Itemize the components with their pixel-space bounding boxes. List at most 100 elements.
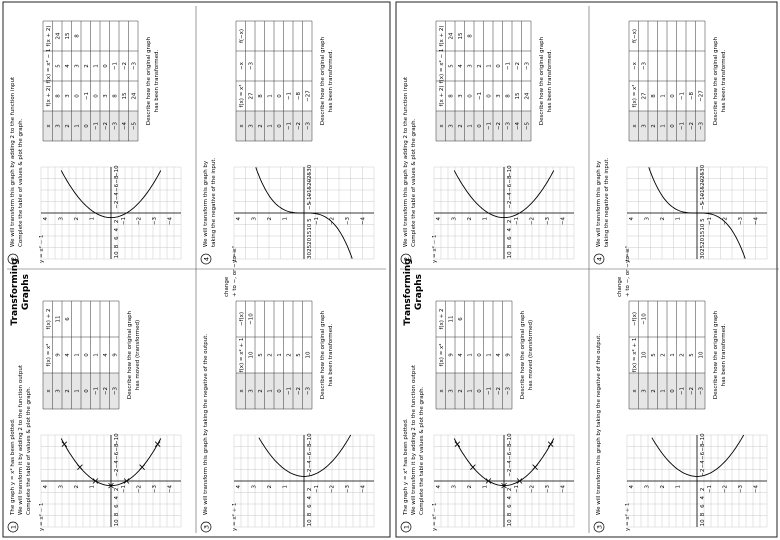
table-header: f(x) + 2 <box>46 308 52 329</box>
y-tick-label: −2 <box>507 201 513 209</box>
problem-number-circle <box>7 521 19 533</box>
function-label: y = x² − 1 <box>38 235 45 263</box>
table-cell: −5 <box>132 121 138 130</box>
y-tick-label: 2 <box>700 488 706 492</box>
y-tick-label: −4 <box>114 460 120 469</box>
table-cell: −27 <box>699 90 705 102</box>
y-tick-label: −10 <box>307 433 313 445</box>
table-cell: 10 <box>642 351 648 358</box>
x-tick-label: 2 <box>467 217 473 221</box>
y-tick-label: −20 <box>700 178 706 190</box>
describe-prompt: Describe how the original graph <box>146 36 152 125</box>
table-cell: −5 <box>525 121 531 130</box>
problem-number: 4 <box>203 257 211 261</box>
note-change: change <box>617 276 623 297</box>
y-tick-label: 25 <box>307 244 313 251</box>
table-cell: −1 <box>680 387 686 395</box>
function-label: y = x³ <box>231 246 238 263</box>
y-tick-label: 10 <box>700 519 706 526</box>
problem-3: 3 We will transform this graph by taking … <box>593 249 768 533</box>
table-cell: −1 <box>487 387 493 395</box>
table-cell: −2 <box>296 387 302 395</box>
table-cell: 3 <box>468 64 474 68</box>
table-cell: 0 <box>94 94 100 98</box>
problem-number: 4 <box>596 257 604 261</box>
y-tick-label: 8 <box>114 512 120 516</box>
y-tick-label: 4 <box>114 227 120 231</box>
y-tick-label: −15 <box>307 185 313 197</box>
y-tick-label: 6 <box>507 504 513 508</box>
x-tick-label: −3 <box>345 217 351 226</box>
table-cell: −1 <box>94 122 100 130</box>
x-tick-label: 1 <box>483 217 489 221</box>
y-tick-label: 6 <box>114 504 120 508</box>
table-cell: −2 <box>515 62 521 70</box>
y-tick-label: −6 <box>114 451 120 460</box>
function-curve <box>258 434 352 477</box>
table-cell: −8 <box>296 91 302 100</box>
table-cell: 9 <box>113 353 119 357</box>
function-curve <box>255 167 353 259</box>
table-cell: 10 <box>699 351 705 358</box>
table-cell: 2 <box>268 353 274 357</box>
describe-prompt: has been transformed. <box>721 49 727 112</box>
y-tick-label: −10 <box>114 165 120 177</box>
table-cell: 8 <box>56 94 62 98</box>
plotted-point <box>154 441 161 447</box>
table-cell: 3 <box>642 389 648 393</box>
table-cell: −3 <box>249 61 255 70</box>
y-tick-label: −8 <box>700 443 706 452</box>
worksheet-copy-1: Transforming Graphs 1 The graph y = x² has … <box>7 6 386 533</box>
table-cell: 8 <box>468 34 474 38</box>
instruction-line: We will transform this graph by <box>203 160 209 247</box>
table-cell: 3 <box>75 64 81 68</box>
y-tick-label: −4 <box>507 460 513 469</box>
problem-4: 4 We will transform this graph by taking t… <box>200 20 375 265</box>
table-cell: 0 <box>670 94 676 98</box>
table-cell: 6 <box>65 317 71 321</box>
table-cell: 4 <box>103 353 109 357</box>
note-change: change <box>224 276 230 297</box>
y-tick-label: 4 <box>507 495 513 499</box>
x-tick-label: 4 <box>436 217 442 221</box>
table-header: x <box>439 124 445 128</box>
y-tick-label: −2 <box>114 201 120 209</box>
table-header: −x <box>632 61 638 70</box>
x-tick-label: 3 <box>452 485 458 489</box>
table-cell: −3 <box>306 386 312 395</box>
table-cell: −2 <box>103 387 109 395</box>
y-tick-label: −2 <box>307 469 313 477</box>
y-tick-label: −8 <box>507 175 513 184</box>
describe-prompt: Describe how the original graph <box>539 36 545 125</box>
table-cell: 1 <box>75 389 81 393</box>
y-tick-label: 4 <box>507 227 513 231</box>
table-cell: 0 <box>670 389 676 393</box>
y-tick-label: 6 <box>507 236 513 240</box>
plotted-point <box>532 464 538 470</box>
table-cell: −1 <box>113 62 119 70</box>
plotted-point <box>516 478 523 484</box>
x-tick-label: −1 <box>314 217 320 225</box>
y-tick-label: 30 <box>307 251 313 258</box>
instruction-line: We will transform this graph by adding 2… <box>10 76 16 247</box>
describe-prompt: has been transformed. <box>328 323 334 386</box>
table-cell: 8 <box>506 94 512 98</box>
instruction-line: taking the negative of the input. <box>604 157 610 247</box>
y-tick-label: 10 <box>114 519 120 526</box>
y-tick-label: 20 <box>307 237 313 244</box>
table-cell: 0 <box>103 64 109 68</box>
y-tick-label: −4 <box>114 192 120 201</box>
table-cell: 2 <box>258 124 264 128</box>
table-header: f(x) = x² + 1 <box>238 338 245 373</box>
x-tick-label: −2 <box>722 217 728 225</box>
table-cell: 24 <box>132 92 138 99</box>
y-tick-label: 10 <box>507 251 513 258</box>
table-cell: 4 <box>496 353 502 357</box>
x-tick-label: 2 <box>74 217 80 221</box>
table-cell: 2 <box>458 124 464 128</box>
function-label: y = x² − 1 <box>431 503 438 531</box>
table-cell: 5 <box>449 64 455 68</box>
problem-number-circle <box>7 253 19 265</box>
